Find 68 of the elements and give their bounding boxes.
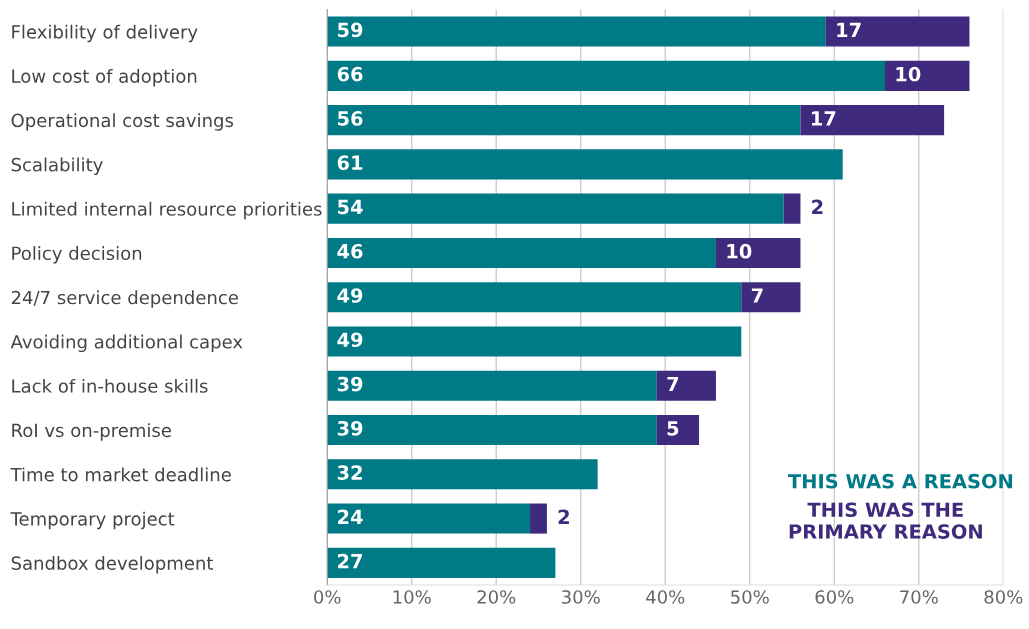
data-label: 66	[337, 66, 363, 82]
data-label: 32	[337, 465, 362, 480]
data-label: 56	[338, 111, 363, 126]
bar	[327, 547, 556, 578]
y-tick-label: 24/7 service dependence	[11, 290, 238, 308]
data-label: 27	[338, 553, 363, 569]
data-label: 54	[338, 199, 363, 215]
bar	[327, 459, 598, 490]
data-label: 7	[667, 376, 679, 392]
y-tick-label: Temporary project	[10, 511, 175, 530]
x-tick-label: 70%	[900, 590, 938, 604]
x-tick-label: 50%	[731, 590, 769, 604]
bar	[327, 60, 885, 91]
y-tick-label: Lack of in-house skills	[12, 378, 208, 393]
y-tick-label: Policy decision	[12, 246, 142, 264]
data-label: 39	[337, 420, 363, 436]
text: THIS WAS A REASON	[788, 473, 1013, 489]
bar	[741, 282, 801, 313]
bar	[327, 326, 742, 357]
bar	[715, 237, 801, 268]
data-label: 2	[558, 509, 569, 524]
y-tick-label: Limited internal resource priorities	[12, 201, 322, 220]
bar	[884, 60, 970, 91]
y-tick-label: Flexibility of delivery	[12, 24, 198, 43]
x-tick-label: 10%	[393, 590, 431, 604]
data-label: 17	[837, 22, 861, 37]
bar	[327, 16, 826, 47]
bar	[783, 193, 801, 224]
y-tick-label: RoI vs on-premise	[12, 423, 171, 441]
bar	[800, 105, 945, 136]
text: THIS WAS THE PRIMARY REASON	[789, 502, 982, 539]
data-label: 5	[667, 421, 679, 436]
bar	[327, 193, 784, 224]
x-tick-label: 80%	[984, 590, 1023, 604]
bar	[327, 105, 801, 136]
bar	[656, 414, 700, 446]
y-tick-label: Sandbox development	[11, 555, 214, 574]
bar	[327, 503, 531, 534]
data-label: 61	[337, 155, 363, 171]
data-label: 49	[337, 288, 363, 303]
data-label: 46	[337, 243, 363, 259]
data-label: 59	[338, 22, 363, 38]
bar	[327, 414, 657, 446]
data-label: 10	[727, 243, 752, 259]
data-label: 7	[751, 288, 763, 303]
data-label: 39	[337, 376, 363, 392]
y-tick-label: Time to market deadline	[10, 467, 231, 482]
x-tick-label: 0%	[314, 590, 341, 604]
bar	[825, 16, 970, 47]
bar	[656, 370, 716, 401]
data-label: 24	[338, 509, 363, 524]
x-tick-label: 30%	[562, 590, 600, 604]
data-label: 2	[812, 199, 823, 215]
bar	[327, 282, 742, 313]
bar	[327, 370, 657, 401]
x-tick-label: 60%	[815, 590, 854, 604]
y-tick-label: Avoiding additional capex	[10, 334, 243, 353]
bar	[327, 237, 716, 268]
y-tick-label: Scalability	[11, 157, 103, 175]
data-label: 17	[811, 111, 836, 126]
x-tick-label: 20%	[477, 590, 516, 604]
bar	[327, 149, 843, 180]
y-tick-label: Low cost of adoption	[12, 68, 197, 87]
x-tick-label: 40%	[646, 590, 685, 604]
bar	[530, 503, 547, 534]
data-label: 49	[337, 332, 363, 348]
y-tick-label: Operational cost savings	[11, 113, 234, 131]
data-label: 10	[896, 66, 921, 82]
